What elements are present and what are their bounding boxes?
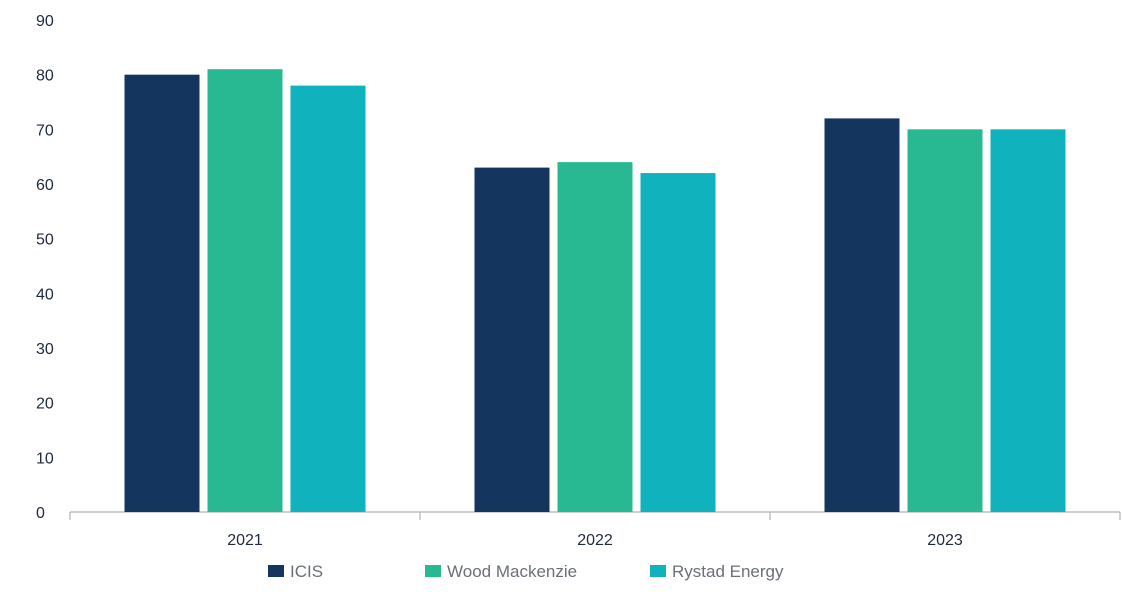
y-tick-label: 10: [36, 450, 54, 467]
y-tick-label: 0: [36, 505, 45, 522]
x-axis-labels: 2021 2022 2023: [227, 532, 963, 549]
bar-icis-2023: [824, 118, 900, 513]
x-category-label: 2021: [227, 532, 263, 549]
y-tick-label: 30: [36, 341, 54, 358]
y-tick-label: 80: [36, 68, 54, 85]
legend-swatch: [425, 565, 441, 577]
y-tick-label: 70: [36, 122, 54, 139]
bar-series: [124, 69, 1066, 513]
x-category-label: 2022: [577, 532, 613, 549]
bar-wood-mackenzie-2021: [207, 69, 283, 512]
legend-label: Rystad Energy: [672, 562, 784, 581]
x-category-label: 2023: [927, 532, 963, 549]
legend-swatch: [650, 565, 666, 577]
legend-label: ICIS: [290, 562, 323, 581]
bar-wood-mackenzie-2022: [557, 162, 633, 512]
legend-swatch: [268, 565, 284, 577]
legend-label: Wood Mackenzie: [447, 562, 577, 581]
bar-rystad-energy-2021: [290, 85, 366, 512]
y-tick-label: 40: [36, 286, 54, 303]
y-axis-ticks: 0 10 20 30 40 50 60 70 80 90: [36, 13, 54, 522]
y-tick-label: 90: [36, 13, 54, 30]
y-tick-label: 50: [36, 232, 54, 249]
bar-icis-2022: [474, 167, 550, 512]
y-tick-label: 60: [36, 177, 54, 194]
bar-rystad-energy-2023: [990, 129, 1066, 513]
x-axis: [69, 511, 1121, 520]
bar-wood-mackenzie-2023: [907, 129, 983, 513]
legend: ICIS Wood Mackenzie Rystad Energy: [268, 562, 784, 581]
y-tick-label: 20: [36, 396, 54, 413]
bar-rystad-energy-2022: [640, 173, 716, 513]
bar-icis-2021: [124, 74, 200, 513]
